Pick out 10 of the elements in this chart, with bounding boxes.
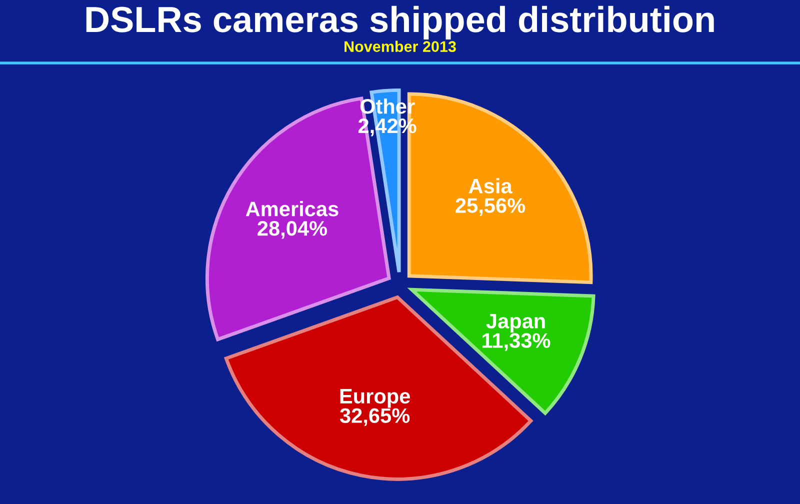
data-label: 11,33% (482, 333, 550, 351)
chart-title: DSLRs cameras shipped distribution (86, 6, 714, 40)
slice-label: Japan (486, 314, 545, 333)
data-label: 25,56% (456, 198, 526, 216)
chart-subtitle: November 2013 (344, 40, 456, 52)
slice-label: Americas (246, 201, 338, 216)
data-label: 28,04% (258, 221, 328, 239)
slice-label: Europe (340, 389, 410, 408)
data-label: 32,65% (340, 408, 410, 426)
slice-label: Asia (468, 178, 512, 194)
